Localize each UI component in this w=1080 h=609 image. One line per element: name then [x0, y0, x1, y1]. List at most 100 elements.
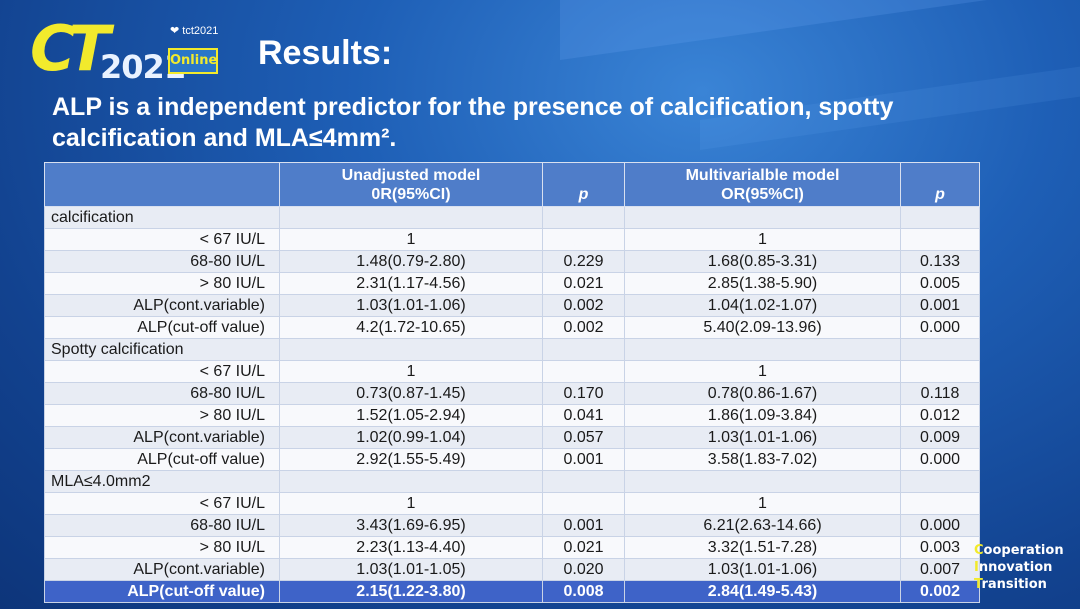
table-row: 68-80 IU/L 0.73(0.87-1.45) 0.170 0.78(0.86-… [44, 382, 980, 405]
logo-letter-c: C [30, 12, 76, 85]
header-variable [44, 162, 280, 207]
table-section-row: calcification [44, 206, 980, 229]
cell-multivariable-or [624, 206, 901, 229]
cell-multivariable-or: 1 [624, 492, 901, 515]
cell-p-unadjusted [542, 492, 625, 515]
cell-multivariable-or: 6.21(2.63-14.66) [624, 514, 901, 537]
table-section-row: MLA≤4.0mm2 [44, 470, 980, 493]
cell-p-multivariable [900, 470, 980, 493]
cell-p-unadjusted: 0.002 [542, 316, 625, 339]
cell-p-unadjusted: 0.008 [542, 580, 625, 603]
cell-unadjusted-or: 4.2(1.72-10.65) [279, 316, 543, 339]
cell-variable: ALP(cut-off value) [44, 580, 280, 603]
table-header-row: Unadjusted model 0R(95%CI) p Multivarial… [44, 162, 980, 207]
table-row: ALP(cont.variable) 1.03(1.01-1.06) 0.002 1.… [44, 294, 980, 317]
cell-p-multivariable [900, 228, 980, 251]
cit-motto: Cooperation Innovation Transition [974, 542, 1064, 593]
cell-unadjusted-or: 2.15(1.22-3.80) [279, 580, 543, 603]
cell-p-unadjusted: 0.229 [542, 250, 625, 273]
ct2021-logo: C T 2021 ❤ tct2021 Online [30, 18, 230, 88]
cell-p-unadjusted: 0.002 [542, 294, 625, 317]
cell-p-unadjusted: 0.021 [542, 536, 625, 559]
cell-variable: MLA≤4.0mm2 [44, 470, 280, 493]
cell-p-multivariable: 0.000 [900, 514, 980, 537]
header-p-multivariable: p [900, 162, 980, 207]
slide-subtitle: ALP is a independent predictor for the p… [52, 93, 894, 152]
cell-p-unadjusted: 0.001 [542, 514, 625, 537]
cell-variable: calcification [44, 206, 280, 229]
table-row: > 80 IU/L 2.31(1.17-4.56) 0.021 2.85(1.38-5… [44, 272, 980, 295]
cell-variable: ALP(cut-off value) [44, 316, 280, 339]
table-row: 68-80 IU/L 1.48(0.79-2.80) 0.229 1.68(0.85-… [44, 250, 980, 273]
header-unadjusted-ci: 0R(95%CI) [371, 185, 451, 203]
cell-p-multivariable: 0.012 [900, 404, 980, 427]
cell-variable: ALP(cont.variable) [44, 426, 280, 449]
table-row: ALP(cut-off value) 4.2(1.72-10.65) 0.002 5.… [44, 316, 980, 339]
table-row: < 67 IU/L 1 1 [44, 492, 980, 515]
cell-p-multivariable [900, 206, 980, 229]
cell-unadjusted-or [279, 338, 543, 361]
cell-unadjusted-or: 1.48(0.79-2.80) [279, 250, 543, 273]
cell-p-multivariable: 0.005 [900, 272, 980, 295]
header-multivariable-ci: OR(95%CI) [721, 185, 804, 203]
cell-p-multivariable: 0.118 [900, 382, 980, 405]
table-row: ALP(cut-off value) 2.92(1.55-5.49) 0.001 3.… [44, 448, 980, 471]
cell-p-multivariable [900, 338, 980, 361]
cell-p-unadjusted [542, 338, 625, 361]
cell-unadjusted-or: 2.92(1.55-5.49) [279, 448, 543, 471]
table-row: < 67 IU/L 1 1 [44, 228, 980, 251]
cell-multivariable-or: 5.40(2.09-13.96) [624, 316, 901, 339]
cell-multivariable-or: 1.68(0.85-3.31) [624, 250, 901, 273]
motto-innovation: Innovation [974, 560, 1053, 575]
cell-p-unadjusted: 0.170 [542, 382, 625, 405]
cell-p-unadjusted: 0.041 [542, 404, 625, 427]
logo-letter-t: T [68, 12, 111, 85]
cell-variable: > 80 IU/L [44, 536, 280, 559]
background-streak [560, 0, 1080, 60]
header-unadjusted-title: Unadjusted model [341, 166, 481, 184]
cell-variable: < 67 IU/L [44, 492, 280, 515]
cell-multivariable-or: 0.78(0.86-1.67) [624, 382, 901, 405]
cell-p-multivariable: 0.001 [900, 294, 980, 317]
cell-p-multivariable: 0.007 [900, 558, 980, 581]
cell-p-unadjusted [542, 206, 625, 229]
cell-multivariable-or: 1 [624, 228, 901, 251]
table-section-row: Spotty calcification [44, 338, 980, 361]
cell-variable: 68-80 IU/L [44, 382, 280, 405]
cell-p-unadjusted [542, 360, 625, 383]
cell-unadjusted-or: 1.02(0.99-1.04) [279, 426, 543, 449]
table-row: ALP(cont.variable) 1.02(0.99-1.04) 0.057 1.… [44, 426, 980, 449]
cell-multivariable-or: 1.03(1.01-1.06) [624, 426, 901, 449]
cell-unadjusted-or: 2.31(1.17-4.56) [279, 272, 543, 295]
cell-multivariable-or: 1.03(1.01-1.06) [624, 558, 901, 581]
cell-p-unadjusted: 0.020 [542, 558, 625, 581]
motto-cooperation: Cooperation [974, 543, 1064, 558]
cell-unadjusted-or [279, 470, 543, 493]
results-table: Unadjusted model 0R(95%CI) p Multivarial… [44, 162, 980, 603]
cell-unadjusted-or: 2.23(1.13-4.40) [279, 536, 543, 559]
cell-p-unadjusted: 0.057 [542, 426, 625, 449]
header-unadjusted: Unadjusted model 0R(95%CI) [279, 162, 543, 207]
cell-variable: 68-80 IU/L [44, 514, 280, 537]
cell-multivariable-or [624, 338, 901, 361]
cell-multivariable-or: 3.32(1.51-7.28) [624, 536, 901, 559]
table-row: ALP(cont.variable) 1.03(1.01-1.05) 0.020 1.… [44, 558, 980, 581]
cell-variable: ALP(cont.variable) [44, 558, 280, 581]
table-row: 68-80 IU/L 3.43(1.69-6.95) 0.001 6.21(2.63-… [44, 514, 980, 537]
cell-multivariable-or: 1 [624, 360, 901, 383]
cell-unadjusted-or: 1.03(1.01-1.06) [279, 294, 543, 317]
logo-online-badge: Online [168, 48, 218, 74]
cell-multivariable-or: 1.86(1.09-3.84) [624, 404, 901, 427]
cell-variable: < 67 IU/L [44, 228, 280, 251]
cell-p-multivariable [900, 360, 980, 383]
cell-p-multivariable: 0.000 [900, 448, 980, 471]
cell-multivariable-or [624, 470, 901, 493]
cell-multivariable-or: 2.84(1.49-5.43) [624, 580, 901, 603]
cell-p-multivariable: 0.000 [900, 316, 980, 339]
cell-p-unadjusted: 0.001 [542, 448, 625, 471]
table-row: < 67 IU/L 1 1 [44, 360, 980, 383]
cell-multivariable-or: 1.04(1.02-1.07) [624, 294, 901, 317]
cell-variable: > 80 IU/L [44, 404, 280, 427]
cell-unadjusted-or: 1 [279, 492, 543, 515]
cell-p-unadjusted [542, 470, 625, 493]
